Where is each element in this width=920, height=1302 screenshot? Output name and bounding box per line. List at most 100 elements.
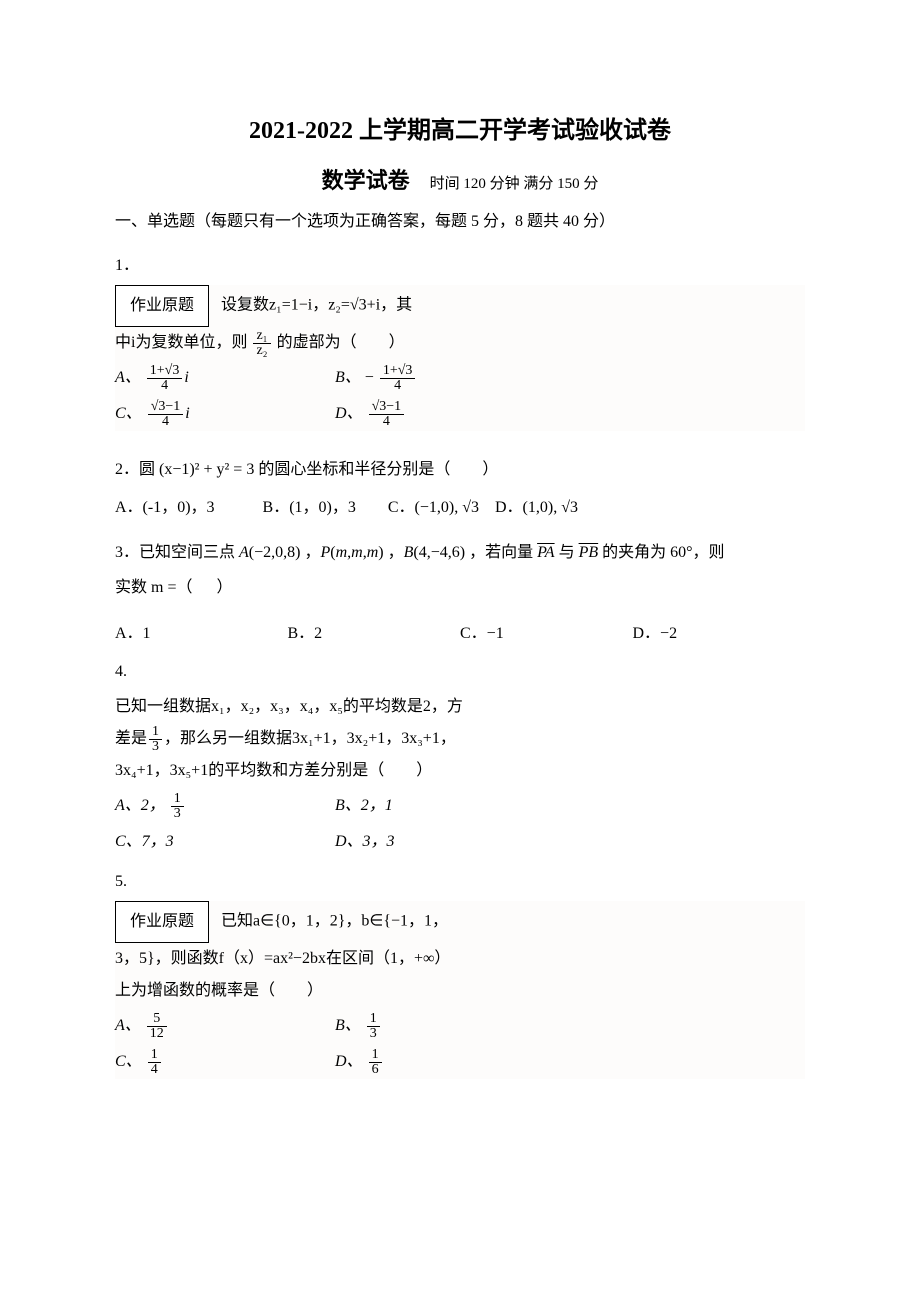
q5-optA-num: 5	[147, 1012, 167, 1027]
q1-optB-den: 4	[380, 379, 416, 393]
q1-optA-tail: i	[184, 369, 188, 386]
q5-optB-num: 1	[367, 1012, 380, 1027]
q4-line3: 3x₄+1，3x₅+1的平均数和方差分别是（ ）	[115, 755, 805, 787]
q4-option-d: D、3，3	[335, 825, 555, 853]
q5-optA-frac: 5 12	[147, 1012, 167, 1041]
q5-option-b: B、 1 3	[335, 1009, 555, 1043]
q1-frac-den: z₂	[253, 344, 270, 358]
q5-optD-num: 1	[369, 1048, 382, 1063]
q1-option-c: C、 √3−1 4 i	[115, 397, 335, 431]
exam-page: 2021-2022 上学期高二开学考试验收试卷 数学试卷 时间 120 分钟 满…	[0, 0, 920, 1157]
q4-line2-suffix: ，那么另一组数据3x₁+1，3x₂+1，3x₃+1，	[164, 730, 456, 747]
page-title: 2021-2022 上学期高二开学考试验收试卷	[115, 110, 805, 145]
q4-option-c: C、7，3	[115, 825, 335, 853]
section-1-heading: 一、单选题（每题只有一个选项为正确答案，每题 5 分，8 题共 40 分）	[115, 207, 805, 231]
q1-opt-row-1: A、 1+√3 4 i B、 − 1+√3 4	[115, 361, 805, 395]
q4-optA-den: 3	[171, 807, 184, 821]
q1-optB-frac: 1+√3 4	[380, 364, 416, 393]
q5-option-d: D、 1 6	[335, 1045, 555, 1079]
q3-option-a: A．1	[115, 619, 288, 643]
q5-optC-label: C、	[115, 1053, 142, 1070]
q2-options: A．(-1，0)，3 B．(1，0)，3 C．(−1,0), √3 D．(1,0…	[115, 493, 805, 517]
q1-optC-num: √3−1	[148, 400, 184, 415]
subtitle-row: 数学试卷 时间 120 分钟 满分 150 分	[115, 163, 805, 195]
q2-stem: 2．圆 (x−1)² + y² = 3 的圆心坐标和半径分别是（ ）	[115, 455, 805, 479]
q4-line1: 已知一组数据x₁，x₂，x₃，x₄，x₅的平均数是2，方	[115, 691, 805, 723]
q1-optB-num: 1+√3	[380, 364, 416, 379]
q1-frac-num: z₁	[253, 329, 270, 344]
q1-optA-frac: 1+√3 4	[147, 364, 183, 393]
q5-stem-line2: 3，5}，则函数f（x）=ax²−2bx在区间（1，+∞）	[115, 943, 805, 975]
q1-fraction: z₁ z₂	[253, 329, 270, 358]
q1-stem: 作业原题 设复数z₁=1−i，z₂=√3+i，其	[115, 285, 805, 327]
q1-optC-tail: i	[185, 405, 189, 422]
q5-optA-den: 12	[147, 1027, 167, 1041]
q4-line2-frac: 1 3	[149, 725, 162, 754]
q1-optA-den: 4	[147, 379, 183, 393]
q1-optD-label: D、	[335, 405, 363, 422]
q3-line2: 实数 m =（ ）	[115, 579, 232, 596]
q1-optB-prefix: −	[365, 369, 374, 386]
q4-optA-label: A、2，	[115, 797, 165, 814]
q3-line1: 3．已知空间三点 A(−2,0,8) ，P(m,m,m) ，B(4,−4,6) …	[115, 544, 725, 561]
q5-option-c: C、 1 4	[115, 1045, 335, 1079]
q5-optC-frac: 1 4	[148, 1048, 161, 1077]
q1-stem-part1: 设复数z₁=1−i，z₂=√3+i，其	[221, 297, 412, 314]
q5-optD-den: 6	[369, 1063, 382, 1077]
q1-opt-row-2: C、 √3−1 4 i D、 √3−1 4	[115, 397, 805, 431]
q5-opt-row-2: C、 1 4 D、 1 6	[115, 1045, 805, 1079]
q1-block: 作业原题 设复数z₁=1−i，z₂=√3+i，其 中i为复数单位，则 z₁ z₂…	[115, 285, 805, 431]
q5-optC-den: 4	[148, 1063, 161, 1077]
q3-block: 3．已知空间三点 A(−2,0,8) ，P(m,m,m) ，B(4,−4,6) …	[115, 535, 805, 605]
q1-option-a: A、 1+√3 4 i	[115, 361, 335, 395]
q1-optD-num: √3−1	[369, 400, 405, 415]
q1-stem-prefix: 中i为复数单位，则	[115, 334, 247, 351]
q4-opt-row-2: C、7，3 D、3，3	[115, 825, 805, 853]
q4-opt-row-1: A、2， 1 3 B、2，1	[115, 789, 805, 823]
q3-option-b: B．2	[288, 619, 461, 643]
q4-optA-frac: 1 3	[171, 792, 184, 821]
q1-optA-label: A、	[115, 369, 141, 386]
q4-number: 4.	[115, 663, 805, 681]
q1-optB-label: B、	[335, 369, 361, 386]
q1-stem-line2: 中i为复数单位，则 z₁ z₂ 的虚部为（ ）	[115, 327, 805, 359]
q5-block: 作业原题 已知a∈{0，1，2}，b∈{−1，1， 3，5}，则函数f（x）=a…	[115, 901, 805, 1079]
q5-optD-frac: 1 6	[369, 1048, 382, 1077]
q4-line2-prefix: 差是	[115, 730, 147, 747]
q1-optA-num: 1+√3	[147, 364, 183, 379]
q1-optD-frac: √3−1 4	[369, 400, 405, 429]
q4-line2: 差是 1 3 ，那么另一组数据3x₁+1，3x₂+1，3x₃+1，	[115, 723, 805, 755]
q5-optB-den: 3	[367, 1027, 380, 1041]
q1-stem-suffix: 的虚部为（ ）	[277, 334, 405, 351]
q4-option-a: A、2， 1 3	[115, 789, 335, 823]
q4-optA-num: 1	[171, 792, 184, 807]
q4-l2-num: 1	[149, 725, 162, 740]
q5-optB-label: B、	[335, 1017, 361, 1034]
q5-optA-label: A、	[115, 1017, 141, 1034]
q4-block: 已知一组数据x₁，x₂，x₃，x₄，x₅的平均数是2，方 差是 1 3 ，那么另…	[115, 691, 805, 853]
q1-optC-label: C、	[115, 405, 142, 422]
q5-stem-line3: 上为增函数的概率是（ ）	[115, 975, 805, 1007]
q5-stem-line1: 作业原题 已知a∈{0，1，2}，b∈{−1，1，	[115, 901, 805, 943]
q3-option-c: C．−1	[460, 619, 633, 643]
q1-number: 1．	[115, 251, 805, 275]
q1-optC-den: 4	[148, 415, 184, 429]
q3-options: A．1 B．2 C．−1 D．−2	[115, 619, 805, 643]
q5-opt-row-1: A、 5 12 B、 1 3	[115, 1009, 805, 1043]
q5-optB-frac: 1 3	[367, 1012, 380, 1041]
q5-number: 5.	[115, 873, 805, 891]
q4-option-b: B、2，1	[335, 789, 555, 823]
q5-stem-part1: 已知a∈{0，1，2}，b∈{−1，1，	[221, 913, 448, 930]
q3-option-d: D．−2	[633, 619, 806, 643]
q1-option-b: B、 − 1+√3 4	[335, 361, 555, 395]
q5-optD-label: D、	[335, 1053, 363, 1070]
q1-source-box: 作业原题	[115, 285, 209, 327]
q5-option-a: A、 5 12	[115, 1009, 335, 1043]
q1-optC-frac: √3−1 4	[148, 400, 184, 429]
q1-option-d: D、 √3−1 4	[335, 397, 555, 431]
subject-title: 数学试卷	[322, 168, 410, 193]
q5-optC-num: 1	[148, 1048, 161, 1063]
exam-info: 时间 120 分钟 满分 150 分	[430, 176, 599, 192]
q5-source-box: 作业原题	[115, 901, 209, 943]
q4-l2-den: 3	[149, 740, 162, 754]
